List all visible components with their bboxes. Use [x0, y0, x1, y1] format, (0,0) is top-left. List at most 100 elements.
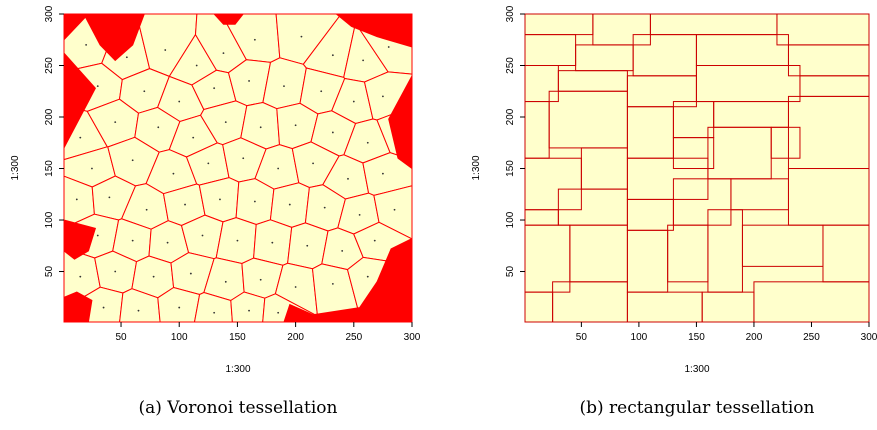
- voronoi-site: [362, 59, 365, 62]
- voronoi-site: [131, 239, 134, 242]
- voronoi-site: [189, 272, 192, 275]
- voronoi-site: [306, 244, 309, 247]
- voronoi-y-tick-label: 100: [44, 211, 55, 228]
- voronoi-site: [201, 234, 204, 237]
- voronoi-site: [96, 85, 99, 88]
- voronoi-cell: [230, 291, 266, 323]
- voronoi-site: [145, 208, 148, 211]
- voronoi-site: [248, 309, 250, 312]
- voronoi-site: [79, 136, 82, 139]
- rectangular-y-tick-label: 100: [505, 211, 516, 228]
- voronoi-site: [75, 198, 78, 201]
- voronoi-site: [114, 121, 117, 124]
- voronoi-site: [358, 213, 361, 216]
- voronoi-x-tick-label: 300: [404, 332, 421, 343]
- rectangular-cells-layer: [524, 13, 870, 323]
- rectangular-x-tick-label: 200: [746, 332, 763, 343]
- voronoi-site: [366, 275, 369, 278]
- voronoi-site: [131, 159, 134, 162]
- voronoi-site: [79, 275, 82, 278]
- voronoi-site: [300, 35, 303, 38]
- voronoi-border-region: [63, 51, 97, 149]
- voronoi-site: [114, 270, 117, 273]
- voronoi-site: [248, 80, 250, 82]
- voronoi-site: [341, 250, 344, 252]
- voronoi-caption: (a) Voronoi tessellation: [138, 398, 337, 418]
- voronoi-y-tick-label: 250: [44, 57, 55, 74]
- voronoi-site: [137, 309, 140, 312]
- voronoi-site: [164, 49, 167, 51]
- voronoi-site: [347, 177, 349, 180]
- voronoi-site: [96, 234, 99, 237]
- tessellation-rectangle: [672, 137, 715, 170]
- voronoi-site: [382, 172, 384, 175]
- voronoi-axis-ticks: 50 100 150 200 250 300 50 100 150 200 250 300: [44, 5, 421, 343]
- rectangular-axis-ticks: 50 100 150 200 250 300 50 100 150 200 250 300: [505, 5, 877, 343]
- voronoi-site: [253, 38, 256, 41]
- rectangular-caption: (b) rectangular tessellation: [580, 398, 815, 418]
- voronoi-border-region: [334, 13, 413, 48]
- voronoi-site: [192, 136, 195, 139]
- voronoi-site: [213, 87, 216, 90]
- voronoi-border-region: [212, 13, 245, 25]
- voronoi-site: [294, 286, 297, 288]
- rectangular-y-tick-label: 200: [505, 108, 516, 125]
- voronoi-site: [352, 100, 355, 103]
- rectangular-y-tick-label: 250: [505, 57, 516, 74]
- voronoi-x-tick-label: 200: [287, 332, 304, 343]
- rectangular-y-axis-title: 1:300: [471, 155, 482, 180]
- voronoi-border-region: [63, 219, 97, 260]
- voronoi-site: [108, 196, 111, 199]
- voronoi-site: [393, 208, 396, 211]
- voronoi-y-tick-label: 150: [44, 160, 55, 177]
- voronoi-site: [157, 126, 160, 129]
- voronoi-site: [294, 124, 297, 127]
- voronoi-site: [271, 241, 274, 244]
- voronoi-site: [312, 162, 314, 165]
- rect-background: [525, 14, 869, 322]
- voronoi-site: [331, 54, 334, 57]
- voronoi-x-tick-label: 50: [115, 332, 127, 343]
- voronoi-site: [195, 64, 198, 67]
- voronoi-site: [102, 306, 105, 309]
- voronoi-site: [207, 162, 210, 165]
- voronoi-site: [222, 52, 225, 55]
- rectangular-x-tick-label: 150: [688, 332, 705, 343]
- voronoi-site: [178, 306, 181, 309]
- voronoi-panel: 50 100 150 200 250 300 50 100 150 200 250 300 1:300…: [10, 5, 421, 418]
- voronoi-cell: [215, 217, 257, 265]
- voronoi-site: [320, 90, 323, 93]
- voronoi-x-tick-label: 250: [345, 332, 362, 343]
- voronoi-site: [259, 278, 262, 281]
- voronoi-site: [323, 206, 326, 209]
- voronoi-cells-layer: [63, 13, 413, 323]
- voronoi-y-axis-title: 1:300: [10, 155, 21, 180]
- voronoi-site: [259, 126, 262, 129]
- voronoi-y-tick-label: 200: [44, 108, 55, 125]
- voronoi-cell: [157, 286, 201, 323]
- voronoi-site: [152, 275, 155, 278]
- rectangular-x-tick-label: 300: [861, 332, 877, 343]
- rectangular-y-tick-label: 300: [505, 5, 516, 22]
- voronoi-site: [366, 141, 369, 144]
- voronoi-site: [331, 131, 334, 134]
- voronoi-cell: [193, 291, 233, 323]
- voronoi-site: [253, 200, 256, 203]
- voronoi-site: [277, 311, 280, 314]
- voronoi-border-region: [63, 13, 90, 42]
- voronoi-cell: [119, 288, 161, 323]
- rectangular-x-tick-label: 100: [631, 332, 648, 343]
- voronoi-site: [242, 157, 245, 160]
- tessellation-rectangle: [770, 126, 801, 159]
- voronoi-site: [143, 90, 146, 93]
- voronoi-site: [373, 239, 376, 242]
- voronoi-x-tick-label: 100: [171, 332, 188, 343]
- voronoi-site: [288, 203, 291, 206]
- voronoi-border-region: [63, 291, 93, 323]
- voronoi-site: [172, 172, 175, 175]
- rectangular-y-tick-label: 150: [505, 160, 516, 177]
- voronoi-site: [224, 121, 227, 124]
- rectangular-x-tick-label: 50: [576, 332, 588, 343]
- voronoi-y-tick-label: 300: [44, 5, 55, 22]
